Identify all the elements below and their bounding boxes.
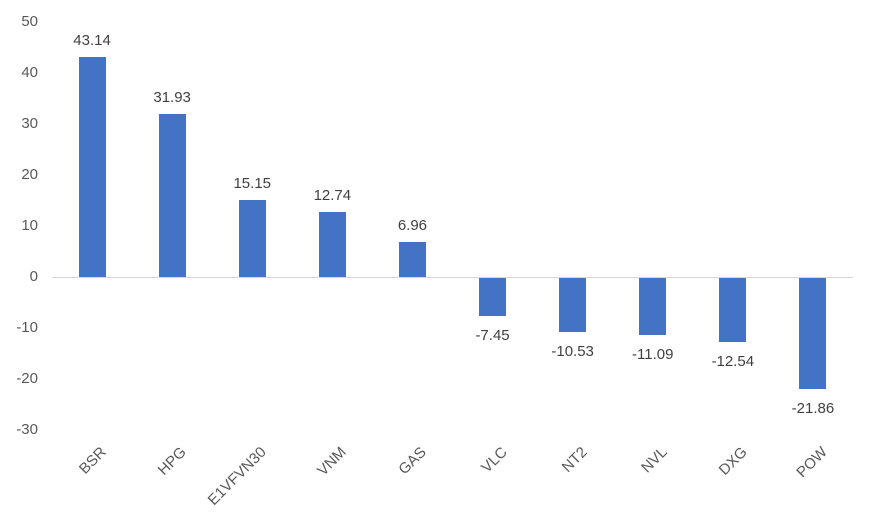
- y-tick-label: 0: [29, 268, 38, 285]
- bar-POW: [799, 278, 827, 390]
- y-tick-label: -10: [16, 319, 38, 336]
- bar-value-label: 12.74: [313, 187, 352, 205]
- bar-VLC: [479, 278, 507, 316]
- bar-value-label: -10.53: [551, 342, 594, 360]
- bar-value-label: -7.45: [475, 326, 510, 344]
- bar-DXG: [719, 278, 747, 342]
- y-tick-label: 40: [21, 64, 38, 81]
- bar-GAS: [398, 241, 426, 277]
- zero-axis-line: [52, 277, 853, 278]
- bar-HPG: [158, 114, 186, 277]
- bar-value-label: -21.86: [791, 400, 835, 418]
- bar-NVL: [639, 278, 667, 335]
- y-tick-label: -30: [16, 421, 38, 438]
- bar-value-label: -11.09: [632, 345, 674, 363]
- bar-VNM: [318, 212, 346, 277]
- bar-value-label: 43.14: [73, 31, 111, 49]
- y-tick-label: -20: [16, 370, 38, 387]
- y-tick-label: 20: [21, 166, 38, 183]
- y-tick-label: 50: [21, 13, 38, 30]
- bar-value-label: -12.54: [711, 352, 755, 370]
- bar-NT2: [559, 278, 587, 332]
- bar-BSR: [78, 56, 106, 277]
- y-tick-label: 30: [21, 115, 38, 132]
- bar-E1VFVN30: [238, 199, 266, 277]
- x-tick-label: BSR: [75, 443, 110, 478]
- bar-value-label: 15.15: [233, 174, 272, 192]
- bar-value-label: 6.96: [397, 216, 428, 234]
- y-tick-label: 10: [21, 217, 38, 234]
- bar-value-label: 31.93: [153, 89, 191, 107]
